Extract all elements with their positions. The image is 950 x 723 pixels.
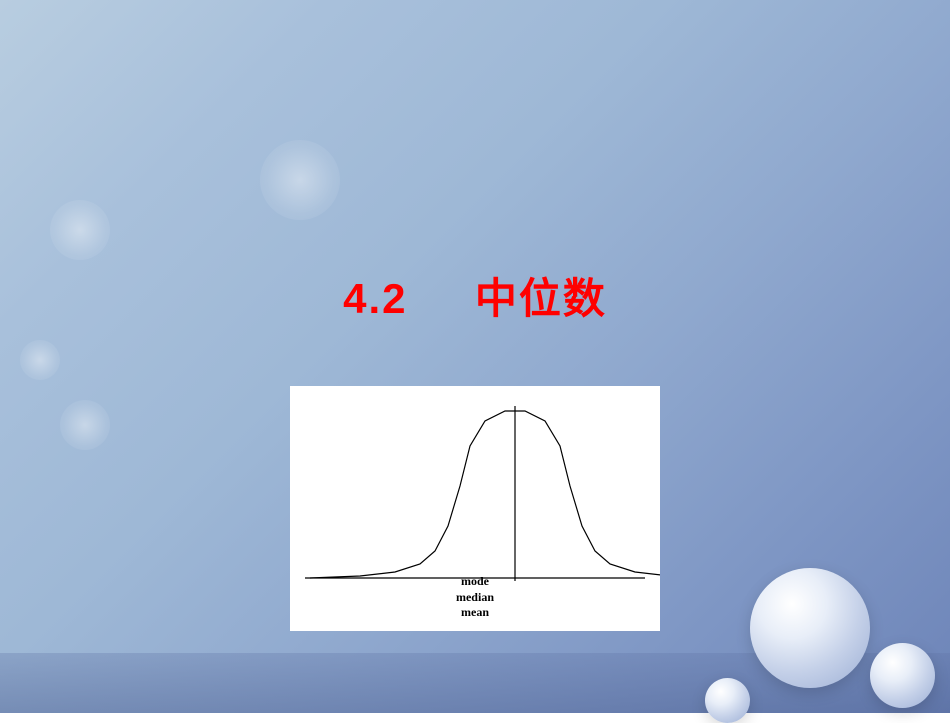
decorative-sphere: [705, 678, 750, 723]
bokeh-light: [20, 340, 60, 380]
decorative-sphere: [750, 568, 870, 688]
bokeh-light: [50, 200, 110, 260]
chart-labels: mode median mean: [290, 574, 660, 621]
slide-background: 4.2 中位数 mode median mean: [0, 0, 950, 713]
bokeh-light: [60, 400, 110, 450]
slide-title: 4.2 中位数: [0, 265, 950, 326]
title-text: 中位数: [475, 275, 607, 322]
median-label: median: [290, 590, 660, 606]
bokeh-light: [260, 140, 340, 220]
section-number: 4.2: [343, 275, 407, 322]
distribution-curve: [310, 411, 660, 578]
distribution-chart: mode median mean: [290, 386, 660, 631]
mode-label: mode: [290, 574, 660, 590]
decorative-sphere: [870, 643, 935, 708]
mean-label: mean: [290, 605, 660, 621]
